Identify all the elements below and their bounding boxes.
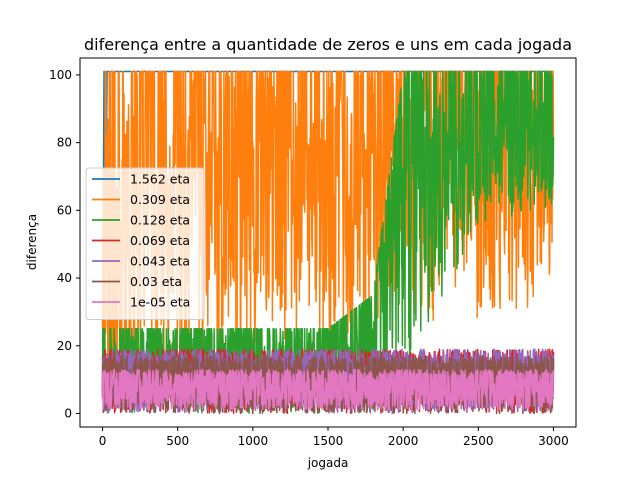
y-tick-label: 40 (57, 271, 72, 285)
y-tick-label: 80 (57, 136, 72, 150)
x-tick-label: 3000 (538, 434, 569, 448)
x-tick-label: 2000 (388, 434, 419, 448)
legend: 1.562 eta 0.309 eta 0.128 eta 0.069 eta 0.04… (85, 167, 205, 320)
legend-entry: 1e-05 eta (130, 295, 190, 310)
x-tick-label: 2500 (463, 434, 494, 448)
series-line-7 (101, 368, 555, 411)
y-tick-label: 0 (64, 406, 72, 420)
chart-title: diferença entre a quantidade de zeros e … (84, 35, 572, 54)
y-tick-label: 100 (49, 68, 72, 82)
legend-entry: 0.03 eta (130, 274, 182, 289)
series-layer (101, 70, 555, 415)
legend-entry: 0.309 eta (130, 192, 190, 207)
legend-entry: 1.562 eta (130, 172, 190, 187)
legend-entry: 0.043 eta (130, 254, 190, 269)
y-axis: 0 20 40 60 80 100 (49, 68, 80, 420)
x-axis: 0 500 1000 1500 2000 2500 3000 (99, 427, 569, 448)
x-tick-label: 1500 (313, 434, 344, 448)
y-tick-label: 20 (57, 339, 72, 353)
legend-entry: 0.128 eta (130, 213, 190, 228)
y-tick-label: 60 (57, 203, 72, 217)
legend-entry: 0.069 eta (130, 233, 190, 248)
series-line-2 (101, 70, 555, 400)
x-tick-label: 500 (166, 434, 189, 448)
x-axis-label: jogada (307, 456, 349, 470)
y-axis-label: diferença (25, 214, 39, 270)
x-tick-label: 0 (99, 434, 107, 448)
x-tick-label: 1000 (238, 434, 269, 448)
